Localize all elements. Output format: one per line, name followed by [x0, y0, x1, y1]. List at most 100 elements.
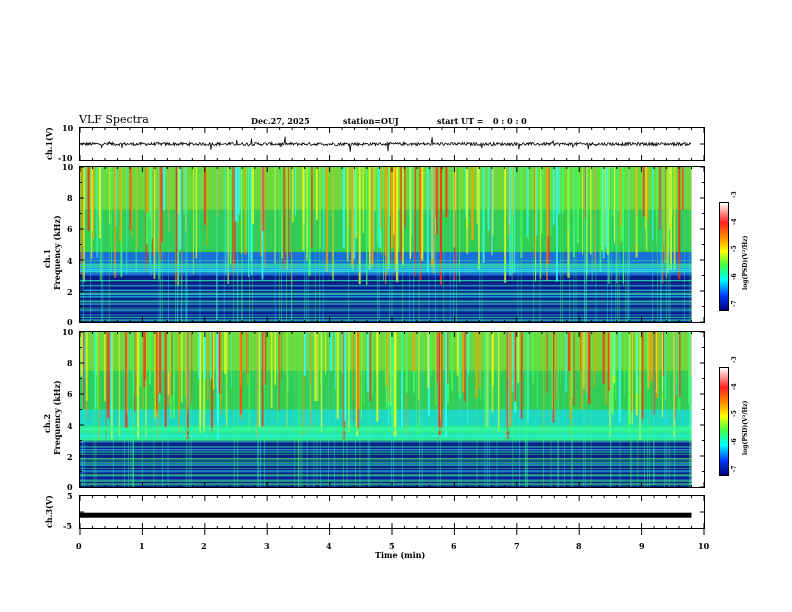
ch2-spectrogram-sferic-streak	[143, 332, 146, 387]
ch1-spectrogram-full-streak	[158, 167, 160, 322]
ch1-spectrogram-sferic-streak	[294, 167, 297, 216]
ch1-spec-tick-8: 8	[67, 193, 73, 203]
ch2-spectrogram-sferic-streak	[611, 332, 614, 415]
ch2-spectrogram-full-streak	[141, 332, 143, 487]
ch2-spectrogram-sferic-streak	[352, 332, 354, 401]
ch2-spectrogram-full-streak	[130, 332, 132, 487]
ch1-spectrogram-full-streak	[236, 167, 238, 322]
ch2-spectrogram-full-streak	[458, 332, 460, 487]
ch1-spectrogram-sferic-streak	[342, 167, 345, 249]
ch1-spectrogram-full-streak	[216, 167, 218, 322]
ch2-spectrogram-sferic-streak	[506, 332, 510, 439]
ch2-spectrogram-sferic-streak	[514, 332, 517, 402]
ch2-spectrogram-sferic-streak	[247, 332, 249, 385]
ch1-spectrogram-full-streak	[628, 167, 630, 322]
ch2-spectrogram-sferic-streak	[145, 332, 147, 380]
ch2-spectrogram-sferic-streak	[458, 332, 462, 399]
ch1-spectrogram-sferic-streak	[601, 167, 604, 251]
ch1-spectrogram-full-streak	[389, 167, 390, 322]
ch2-spectrogram-sferic-streak	[207, 332, 209, 401]
ch1-spectrogram-sferic-streak	[445, 167, 448, 218]
ch1-spectrogram-sferic-streak	[594, 167, 596, 272]
ch1-spectrogram-sferic-streak	[150, 167, 153, 239]
ch2-spectrogram-narrowband-line	[80, 449, 692, 451]
ch2-spectrogram-sferic-streak	[675, 332, 678, 384]
ch1-spectrogram-narrowband-line	[80, 307, 692, 309]
ch2-spectrogram-narrowband-line	[80, 451, 692, 453]
ch2-spectrogram-sferic-streak	[376, 332, 379, 422]
ch1-spectrogram-full-streak	[274, 167, 276, 322]
ch2-spectrogram-sferic-streak	[342, 332, 346, 440]
ch1-spec-tick-10: 10	[62, 162, 74, 172]
ch2-spectrogram-full-streak	[571, 332, 572, 487]
ch1-spectrogram-narrowband-line	[80, 285, 692, 287]
ch1-spectrogram-sferic-streak	[96, 167, 99, 258]
colorbar-ch1-tick-6: -6	[731, 273, 738, 280]
ch1-spectrogram-sferic-streak	[642, 167, 646, 217]
ch1-spectrogram-sferic-streak	[229, 167, 232, 264]
ch1-spectrogram-full-streak	[391, 167, 393, 322]
ch1-spectrogram-sferic-streak	[177, 167, 180, 286]
ch2-spectrogram-sferic-streak	[608, 332, 610, 391]
ch1-spectrogram-full-streak	[216, 167, 217, 322]
ch1-spectrogram-sferic-streak	[471, 167, 474, 241]
ch2-spectrogram-sferic-streak	[212, 332, 215, 390]
ch1-spectrogram-sferic-streak	[616, 167, 618, 284]
ch1-spectrogram-sferic-streak	[487, 167, 490, 231]
ch2-spectrogram-full-streak	[128, 332, 129, 487]
ch2-spectrogram-full-streak	[631, 332, 633, 487]
ch2-spectrogram-sferic-streak	[509, 332, 512, 427]
ch1-spectrogram-full-streak	[251, 167, 253, 322]
ch2-spectrogram-sferic-streak	[688, 332, 691, 405]
ch2-spectrogram-sferic-streak	[353, 332, 355, 422]
ch2-spectrogram-full-streak	[610, 332, 612, 487]
ch2-spectrogram-sferic-streak	[464, 332, 466, 402]
ch1-spectrogram-sferic-streak	[539, 167, 542, 280]
ch1-spectrogram-sferic-streak	[482, 167, 485, 264]
date-label: Dec.27, 2025	[251, 116, 310, 126]
ch1-spectrogram-sferic-streak	[513, 167, 516, 273]
ch1-spectrogram-narrowband-line	[80, 270, 692, 272]
ch1-spectrogram-sferic-streak	[148, 167, 151, 263]
ch2-spectrogram-sferic-streak	[191, 332, 193, 405]
ch2-spectrogram-sferic-streak	[98, 332, 100, 439]
ch1-spectrogram-sferic-streak	[620, 167, 622, 227]
ch2-spectrogram-low-band	[80, 440, 692, 487]
ch2-spectrogram-full-streak	[185, 332, 187, 487]
ch2-spec-tick-10: 10	[62, 327, 74, 337]
ch1-spectrogram-sferic-streak	[663, 167, 665, 244]
ch2-spectrogram-sferic-streak	[405, 332, 408, 393]
ch2-spectrogram-full-streak	[630, 332, 631, 487]
x-tick-0: 0	[76, 541, 82, 551]
ch2-spectrogram-sferic-streak	[225, 332, 228, 427]
ch2-spectrogram-narrowband-line	[80, 481, 692, 482]
ch1-spectrogram-sferic-streak	[466, 167, 469, 254]
ch2-spectrogram-full-streak	[93, 332, 95, 487]
ch2-spectrogram-full-streak	[460, 332, 462, 487]
ch1-spectrogram-sferic-streak	[535, 167, 537, 282]
ch1-spectrogram-sferic-streak	[478, 167, 480, 270]
ch1-spectrogram-sferic-streak	[109, 167, 111, 224]
ch1-spectrogram-sferic-streak	[584, 167, 586, 220]
ch2-spectrogram-full-streak	[355, 332, 356, 487]
ch1-spectrogram-sferic-streak	[656, 167, 658, 244]
ch2-spectrogram-full-streak	[653, 332, 655, 487]
ch2-spectrogram-sferic-streak	[605, 332, 608, 405]
ch1-spectrogram-sferic-streak	[390, 167, 391, 266]
ch1-spectrogram-sferic-streak	[386, 167, 388, 276]
ch2-spectrogram-narrowband-line	[80, 439, 692, 440]
panel-frame	[79, 127, 705, 161]
ch2-spectrogram-sferic-streak	[635, 332, 639, 394]
ch1-spectrogram-sferic-streak	[310, 167, 313, 249]
ch2-spectrogram-sferic-streak	[157, 332, 159, 437]
ch2-spectrogram-sferic-streak	[224, 332, 226, 419]
ch1-spectrogram-sferic-streak	[92, 167, 95, 239]
ch1-spectrogram-full-streak	[160, 167, 162, 322]
ch2-spectrogram-narrowband-line	[80, 462, 692, 463]
ch1-spectrogram-sferic-streak	[231, 167, 234, 274]
ch1-spectrogram-sferic-streak	[385, 167, 387, 285]
ch2-spectrogram-narrowband-line	[80, 427, 692, 429]
ch1-spectrogram-full-streak	[186, 167, 188, 322]
ch1-spectrogram-sferic-streak	[286, 167, 288, 270]
ch2-spectrogram-full-streak	[81, 332, 83, 487]
